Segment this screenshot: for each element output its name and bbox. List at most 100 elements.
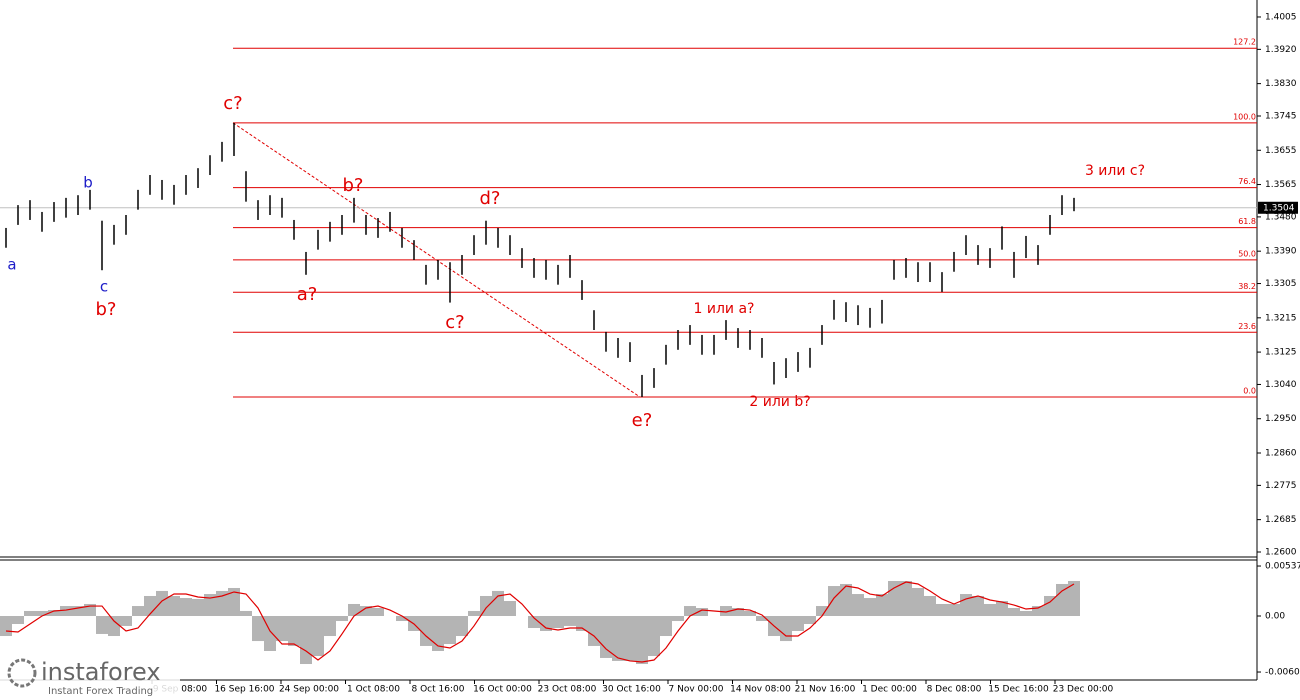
macd-bar bbox=[624, 615, 636, 661]
macd-bar bbox=[744, 610, 756, 616]
watermark-brand: instaforex bbox=[41, 658, 161, 686]
macd-bar bbox=[228, 587, 240, 616]
wave-label: c? bbox=[223, 93, 242, 114]
x-tick-label: 30 Oct 16:00 bbox=[602, 685, 661, 695]
macd-bar bbox=[504, 601, 516, 616]
macd-bar bbox=[348, 603, 360, 616]
watermark-tagline: Instant Forex Trading bbox=[48, 686, 153, 697]
y-tick-label: 1.2685 bbox=[1265, 515, 1297, 525]
x-tick-label: 23 Dec 00:00 bbox=[1053, 685, 1114, 695]
macd-bar bbox=[144, 595, 156, 616]
x-tick-label: 7 Nov 00:00 bbox=[669, 685, 724, 695]
macd-bar bbox=[156, 590, 168, 616]
fib-label: 0.0 bbox=[1243, 387, 1256, 396]
macd-bar bbox=[276, 615, 288, 642]
current-price-label: 1.3504 bbox=[1263, 203, 1295, 213]
macd-bar bbox=[804, 615, 816, 625]
fib-label: 76.4 bbox=[1238, 177, 1256, 186]
y-tick-label: 0.00 bbox=[1265, 611, 1285, 621]
macd-bar bbox=[816, 606, 828, 616]
macd-bar bbox=[1068, 581, 1080, 616]
macd-bar bbox=[852, 594, 864, 616]
macd-bar bbox=[312, 615, 324, 657]
macd-bar bbox=[132, 606, 144, 616]
macd-bar bbox=[432, 615, 444, 651]
wave-label: c bbox=[100, 278, 108, 296]
y-tick-label: 1.3565 bbox=[1265, 180, 1297, 190]
macd-bar bbox=[960, 594, 972, 616]
macd-bar bbox=[252, 615, 264, 642]
macd-bar bbox=[1020, 610, 1032, 616]
macd-bar bbox=[192, 598, 204, 616]
macd-bar bbox=[732, 607, 744, 616]
macd-bar bbox=[108, 615, 120, 637]
x-tick-label: 23 Oct 08:00 bbox=[538, 685, 597, 695]
macd-bar bbox=[168, 595, 180, 616]
macd-bar bbox=[588, 615, 600, 646]
x-tick-label: 9 Sep 08:00 bbox=[153, 685, 208, 695]
wave-label: 1 или а? bbox=[694, 301, 755, 317]
watermark-logo bbox=[7, 658, 37, 688]
macd-bar bbox=[984, 603, 996, 616]
macd-bar bbox=[840, 583, 852, 616]
macd-bar bbox=[600, 615, 612, 658]
macd-bar bbox=[528, 615, 540, 629]
macd-bar bbox=[864, 598, 876, 616]
macd-bar bbox=[696, 607, 708, 616]
y-tick-label: 1.3125 bbox=[1265, 348, 1297, 358]
x-tick-label: 8 Dec 08:00 bbox=[927, 685, 982, 695]
y-tick-label: 1.3920 bbox=[1265, 45, 1297, 55]
macd-bar bbox=[96, 615, 108, 634]
x-tick-label: 21 Nov 16:00 bbox=[795, 685, 856, 695]
y-tick-label: 0.00537 bbox=[1265, 562, 1300, 572]
macd-bar bbox=[360, 606, 372, 616]
y-tick-label: 1.2950 bbox=[1265, 414, 1297, 424]
macd-bar bbox=[60, 606, 72, 616]
macd-bar bbox=[456, 615, 468, 637]
macd-bar bbox=[396, 615, 408, 622]
macd-bar bbox=[120, 615, 132, 626]
macd-bar bbox=[1032, 606, 1044, 616]
macd-bar bbox=[660, 615, 672, 637]
macd-bar bbox=[300, 615, 312, 665]
macd-bar bbox=[564, 615, 576, 626]
macd-bar bbox=[288, 615, 300, 646]
fib-label: 23.6 bbox=[1238, 322, 1256, 331]
macd-bar bbox=[792, 615, 804, 631]
fib-label: 38.2 bbox=[1238, 282, 1256, 291]
macd-bar bbox=[492, 590, 504, 616]
macd-bar bbox=[900, 581, 912, 616]
wave-label: a bbox=[7, 256, 16, 274]
y-tick-label: 1.3655 bbox=[1265, 146, 1297, 156]
macd-bar bbox=[996, 601, 1008, 616]
macd-bar bbox=[24, 610, 36, 616]
macd-bar bbox=[336, 615, 348, 622]
logo-mark bbox=[7, 658, 37, 688]
macd-bar bbox=[720, 606, 732, 616]
x-tick-label: 15 Dec 16:00 bbox=[988, 685, 1049, 695]
fib-diagonal bbox=[232, 122, 641, 398]
wave-label: c? bbox=[445, 312, 464, 333]
macd-bar bbox=[936, 603, 948, 616]
wave-label: b? bbox=[343, 175, 364, 196]
macd-bar bbox=[540, 615, 552, 631]
macd-bar bbox=[756, 615, 768, 622]
macd-bar bbox=[972, 595, 984, 616]
macd-bar bbox=[444, 615, 456, 645]
fib-label: 50.0 bbox=[1238, 249, 1256, 258]
macd-bar bbox=[648, 615, 660, 657]
signal-line bbox=[5, 581, 1075, 663]
y-tick-label: 1.3745 bbox=[1265, 111, 1297, 121]
x-tick-label: 24 Sep 00:00 bbox=[279, 685, 339, 695]
macd-bar bbox=[36, 610, 48, 616]
macd-bar bbox=[324, 615, 336, 637]
macd-bar bbox=[912, 587, 924, 616]
macd-bar bbox=[480, 595, 492, 616]
x-tick-label: 1 Oct 08:00 bbox=[347, 685, 400, 695]
macd-bar bbox=[216, 590, 228, 616]
fib-label: 61.8 bbox=[1238, 217, 1256, 226]
wave-label: b bbox=[83, 174, 93, 192]
macd-bar bbox=[1044, 595, 1056, 616]
y-tick-label: 1.4005 bbox=[1265, 12, 1297, 22]
